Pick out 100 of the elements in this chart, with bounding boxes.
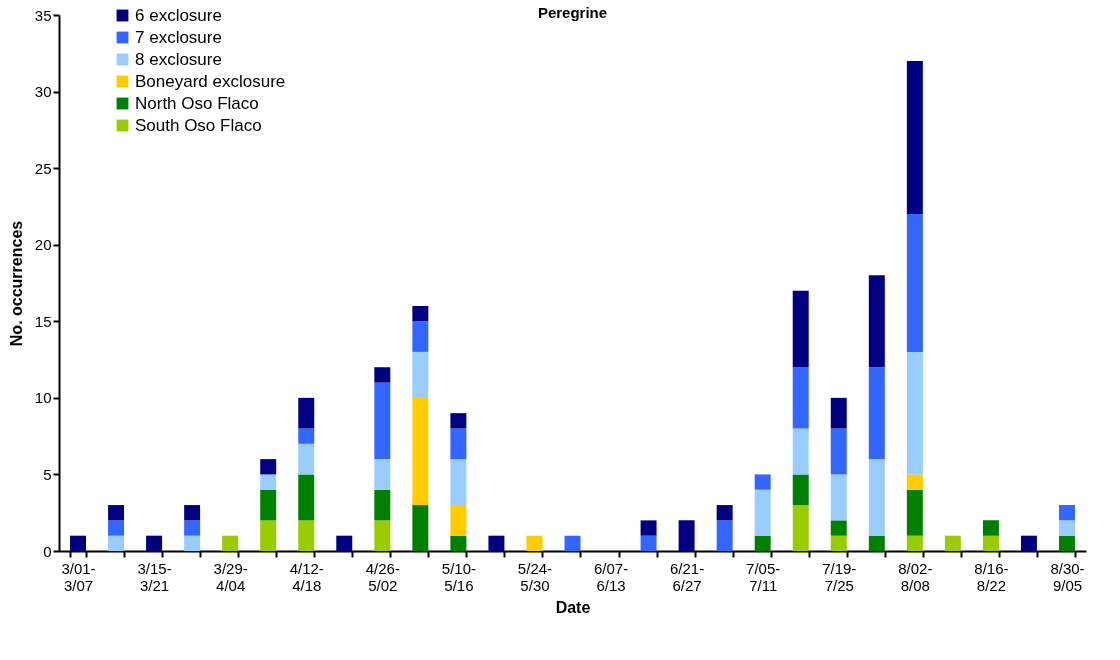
bar <box>906 351 923 475</box>
bar <box>108 505 125 521</box>
bar <box>868 275 885 368</box>
bar <box>184 505 201 521</box>
x-tick-label: 4/12-4/18 <box>289 559 324 594</box>
bar <box>754 489 771 536</box>
bar <box>374 520 391 551</box>
y-tick-label: 30 <box>34 83 52 101</box>
y-tick-label: 25 <box>34 159 52 177</box>
x-tick-label: 4/26-5/02 <box>365 559 400 594</box>
bar <box>716 520 733 551</box>
y-tick-label: 10 <box>34 389 52 407</box>
bar <box>412 505 429 551</box>
bar <box>830 520 847 536</box>
bar <box>108 535 125 551</box>
bar <box>412 321 429 352</box>
bar <box>450 413 467 429</box>
bar <box>868 367 885 460</box>
y-tick-label: 20 <box>34 236 52 254</box>
bar <box>298 428 315 444</box>
bar <box>450 505 467 536</box>
chart-title: Peregrine <box>537 4 608 21</box>
x-tick-label: 5/24-5/30 <box>517 559 553 594</box>
bar <box>640 535 657 551</box>
bar <box>944 535 961 551</box>
x-axis-title: Date <box>555 598 591 616</box>
bar <box>982 520 999 536</box>
bar <box>146 535 163 551</box>
y-tick-label: 0 <box>43 542 52 560</box>
bar <box>222 535 239 551</box>
y-tick-label: 35 <box>34 6 52 24</box>
bar <box>260 474 277 490</box>
bar <box>336 535 353 551</box>
bar <box>298 397 315 429</box>
bar <box>906 60 923 215</box>
bar <box>868 459 885 536</box>
x-tick-label: 3/15-3/21 <box>137 559 172 594</box>
bar <box>830 428 847 475</box>
x-tick-label: 6/21-6/27 <box>670 559 705 594</box>
x-tick-label: 3/29-4/04 <box>213 559 248 594</box>
bar <box>412 351 429 398</box>
bar <box>640 520 657 536</box>
legend-label: South Oso Flaco <box>135 115 262 135</box>
bar <box>716 505 733 521</box>
y-tick-label: 15 <box>34 312 52 330</box>
bar <box>526 535 543 551</box>
bar <box>792 290 809 368</box>
bar <box>1058 535 1075 551</box>
bar <box>374 367 391 383</box>
bar <box>564 535 581 551</box>
x-tick-label: 3/01-3/07 <box>61 559 96 594</box>
bar <box>298 443 315 475</box>
legend-label: Boneyard exclosure <box>135 71 286 91</box>
bar <box>260 459 277 475</box>
bar <box>412 397 429 506</box>
bar <box>488 535 505 551</box>
y-tick-label: 5 <box>43 465 52 483</box>
bar <box>70 535 87 551</box>
y-axis-title: No. occurrences <box>7 220 25 347</box>
x-tick-label: 7/19-7/25 <box>822 559 857 594</box>
bar <box>906 214 923 352</box>
bar <box>108 520 125 536</box>
x-tick-label: 8/16-8/22 <box>974 559 1009 594</box>
bar <box>906 474 923 490</box>
bar <box>792 505 809 551</box>
bar <box>450 459 467 506</box>
bar <box>1058 520 1075 536</box>
legend-label: 6 exclosure <box>135 5 222 25</box>
bar <box>906 535 923 551</box>
bar <box>1020 535 1037 551</box>
bar <box>374 382 391 460</box>
x-tick-label: 5/10-5/16 <box>441 559 476 594</box>
bar <box>830 474 847 521</box>
bar <box>792 367 809 429</box>
legend-label: North Oso Flaco <box>135 93 259 113</box>
x-tick-label: 8/30-9/05 <box>1050 559 1085 594</box>
x-tick-label: 7/05-7/11 <box>746 559 781 594</box>
bar <box>374 489 391 521</box>
bar <box>412 305 429 322</box>
legend-label: 8 exclosure <box>135 49 222 69</box>
bar <box>450 535 467 551</box>
bar <box>792 474 809 506</box>
bar <box>678 520 695 551</box>
bar <box>1058 505 1075 521</box>
bar <box>184 535 201 551</box>
x-tick-label: 8/02-8/08 <box>898 559 933 594</box>
bar <box>260 489 277 521</box>
bar <box>982 535 999 551</box>
legend-label: 7 exclosure <box>135 27 222 47</box>
bar <box>868 535 885 551</box>
bar <box>792 428 809 475</box>
bar <box>906 489 923 536</box>
bar <box>754 535 771 551</box>
bar <box>830 535 847 551</box>
bar <box>830 397 847 429</box>
bar <box>298 474 315 521</box>
bar <box>184 520 201 536</box>
bar <box>374 459 391 490</box>
bar <box>450 428 467 460</box>
bar <box>260 520 277 551</box>
